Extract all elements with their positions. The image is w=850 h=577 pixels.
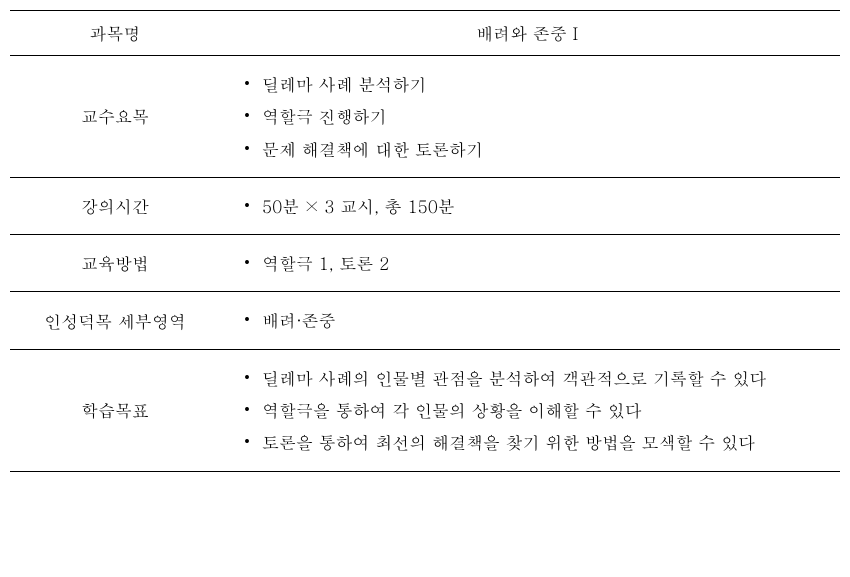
table-row: 교수요목 딜레마 사례 분석하기 역할극 진행하기 문제 해결책에 대한 토론하… xyxy=(10,56,840,178)
item-list: 딜레마 사례의 인물별 관점을 분석하여 객관적으로 기록할 수 있다 역할극을… xyxy=(240,362,832,459)
row-label: 교수요목 xyxy=(10,56,220,178)
header-value: 배려와 존중Ⅰ xyxy=(220,11,840,56)
list-item: 배려·존중 xyxy=(240,304,832,336)
row-content: 배려·존중 xyxy=(220,292,840,349)
item-list: 딜레마 사례 분석하기 역할극 진행하기 문제 해결책에 대한 토론하기 xyxy=(240,68,832,165)
list-item: 50분 × 3 교시, 총 150분 xyxy=(240,190,832,222)
row-content: 딜레마 사례 분석하기 역할극 진행하기 문제 해결책에 대한 토론하기 xyxy=(220,56,840,178)
course-info-table: 과목명 배려와 존중Ⅰ 교수요목 딜레마 사례 분석하기 역할극 진행하기 문제… xyxy=(10,10,840,472)
list-item: 딜레마 사례 분석하기 xyxy=(240,68,832,100)
table-row: 학습목표 딜레마 사례의 인물별 관점을 분석하여 객관적으로 기록할 수 있다… xyxy=(10,349,840,471)
row-label: 강의시간 xyxy=(10,177,220,234)
row-content: 역할극 1, 토론 2 xyxy=(220,235,840,292)
list-item: 역할극을 통하여 각 인물의 상황을 이해할 수 있다 xyxy=(240,394,832,426)
item-list: 배려·존중 xyxy=(240,304,832,336)
row-label: 인성덕목 세부영역 xyxy=(10,292,220,349)
item-list: 역할극 1, 토론 2 xyxy=(240,247,832,279)
item-list: 50분 × 3 교시, 총 150분 xyxy=(240,190,832,222)
row-content: 50분 × 3 교시, 총 150분 xyxy=(220,177,840,234)
list-item: 토론을 통하여 최선의 해결책을 찾기 위한 방법을 모색할 수 있다 xyxy=(240,426,832,458)
table-row: 강의시간 50분 × 3 교시, 총 150분 xyxy=(10,177,840,234)
row-label: 교육방법 xyxy=(10,235,220,292)
list-item: 역할극 1, 토론 2 xyxy=(240,247,832,279)
row-label: 학습목표 xyxy=(10,349,220,471)
list-item: 역할극 진행하기 xyxy=(240,100,832,132)
row-content: 딜레마 사례의 인물별 관점을 분석하여 객관적으로 기록할 수 있다 역할극을… xyxy=(220,349,840,471)
table-header-row: 과목명 배려와 존중Ⅰ xyxy=(10,11,840,56)
header-label: 과목명 xyxy=(10,11,220,56)
list-item: 딜레마 사례의 인물별 관점을 분석하여 객관적으로 기록할 수 있다 xyxy=(240,362,832,394)
list-item: 문제 해결책에 대한 토론하기 xyxy=(240,133,832,165)
table-row: 교육방법 역할극 1, 토론 2 xyxy=(10,235,840,292)
table-row: 인성덕목 세부영역 배려·존중 xyxy=(10,292,840,349)
